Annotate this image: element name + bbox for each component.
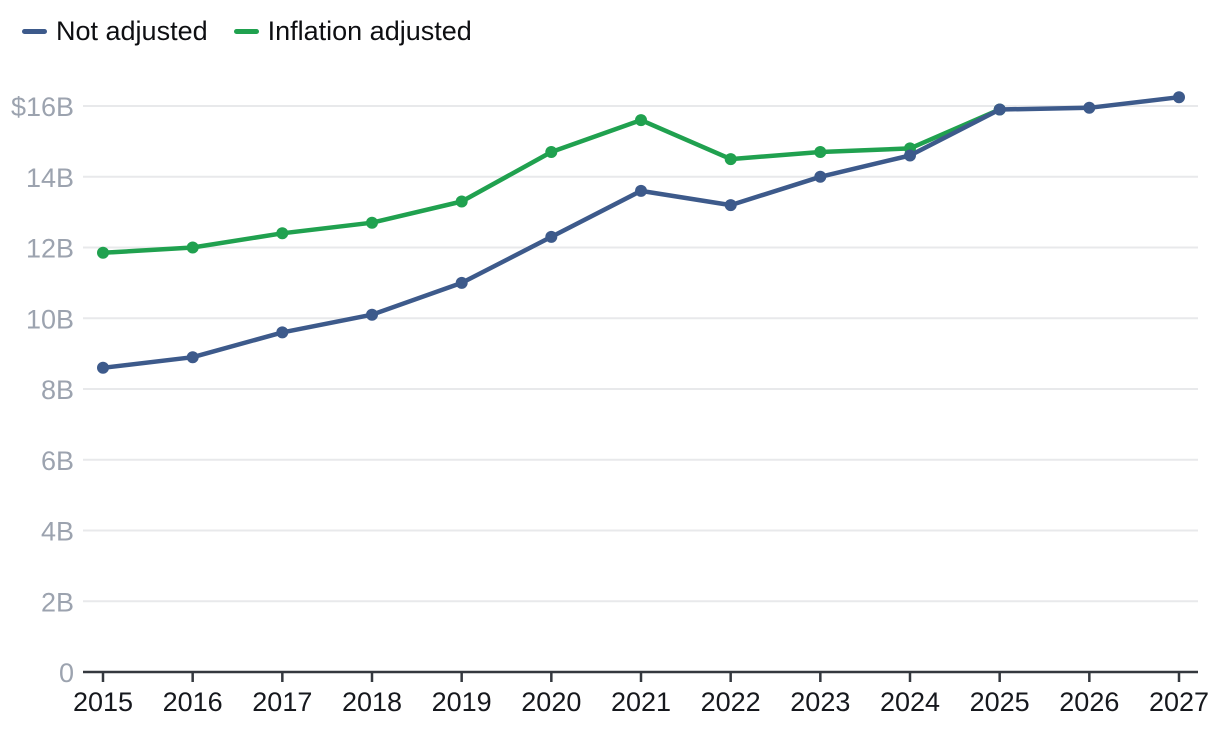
x-axis-tick-label: 2019 bbox=[432, 687, 492, 717]
y-axis-tick-label: 12B bbox=[26, 234, 74, 264]
data-point-inflation-adjusted-2019 bbox=[455, 195, 468, 208]
x-axis-tick-label: 2026 bbox=[1059, 687, 1119, 717]
x-axis-tick-label: 2027 bbox=[1149, 687, 1209, 717]
data-point-not-adjusted-2025 bbox=[993, 103, 1006, 116]
data-point-inflation-adjusted-2015 bbox=[97, 246, 109, 259]
data-point-not-adjusted-2019 bbox=[455, 276, 468, 289]
data-point-inflation-adjusted-2017 bbox=[276, 227, 289, 240]
x-axis-tick-label: 2015 bbox=[73, 687, 133, 717]
y-axis-tick-label: 8B bbox=[41, 375, 74, 405]
x-axis-tick-label: 2022 bbox=[701, 687, 761, 717]
y-axis-tick-label: $16B bbox=[11, 92, 74, 122]
data-point-not-adjusted-2021 bbox=[635, 184, 647, 197]
series-line-not-adjusted bbox=[100, 94, 1182, 371]
data-point-not-adjusted-2020 bbox=[545, 230, 558, 243]
data-point-not-adjusted-2017 bbox=[276, 326, 289, 339]
legend-item-not-adjusted[interactable]: Not adjusted bbox=[22, 18, 208, 45]
data-point-not-adjusted-2016 bbox=[186, 351, 199, 364]
data-point-inflation-adjusted-2022 bbox=[724, 153, 737, 166]
y-axis-tick-label: 14B bbox=[26, 163, 74, 193]
data-point-inflation-adjusted-2023 bbox=[814, 146, 827, 158]
data-point-not-adjusted-2026 bbox=[1083, 101, 1096, 114]
data-point-inflation-adjusted-2021 bbox=[635, 114, 647, 127]
data-point-not-adjusted-2015 bbox=[97, 361, 109, 374]
y-axis-tick-label: 6B bbox=[41, 446, 74, 476]
x-axis-tick-label: 2016 bbox=[163, 687, 223, 717]
y-axis-tick-label: 2B bbox=[41, 587, 74, 617]
x-axis-tick-label: 2025 bbox=[970, 687, 1030, 717]
x-axis-tick-label: 2018 bbox=[342, 687, 402, 717]
y-axis-tick-label: 0 bbox=[59, 658, 74, 688]
x-axis-tick-label: 2023 bbox=[790, 687, 850, 717]
y-axis-tick-label: 10B bbox=[26, 304, 74, 334]
data-point-not-adjusted-2023 bbox=[814, 170, 827, 183]
x-axis-tick-label: 2024 bbox=[880, 687, 940, 717]
y-axis-tick-label: 4B bbox=[41, 517, 74, 547]
not-adjusted-line-swatch-icon bbox=[22, 29, 47, 34]
x-axis-tick-label: 2017 bbox=[252, 687, 312, 717]
data-point-inflation-adjusted-2020 bbox=[545, 146, 558, 158]
legend-item-inflation-adjusted[interactable]: Inflation adjusted bbox=[233, 16, 472, 46]
x-axis-tick-label: 2020 bbox=[521, 687, 581, 717]
data-point-not-adjusted-2018 bbox=[366, 308, 378, 321]
legend-label: Not adjusted bbox=[56, 16, 208, 46]
x-axis-tick-label: 2021 bbox=[611, 687, 671, 717]
data-point-not-adjusted-2024 bbox=[904, 149, 916, 162]
legend-label: Inflation adjusted bbox=[267, 16, 472, 46]
chart-legend: Not adjusted Inflation adjusted bbox=[22, 18, 472, 45]
data-point-inflation-adjusted-2016 bbox=[186, 241, 199, 254]
data-point-inflation-adjusted-2018 bbox=[366, 216, 378, 229]
data-point-not-adjusted-2022 bbox=[724, 199, 737, 212]
data-point-not-adjusted-2027 bbox=[1173, 91, 1185, 104]
inflation-adjusted-line-swatch-icon bbox=[233, 29, 259, 34]
